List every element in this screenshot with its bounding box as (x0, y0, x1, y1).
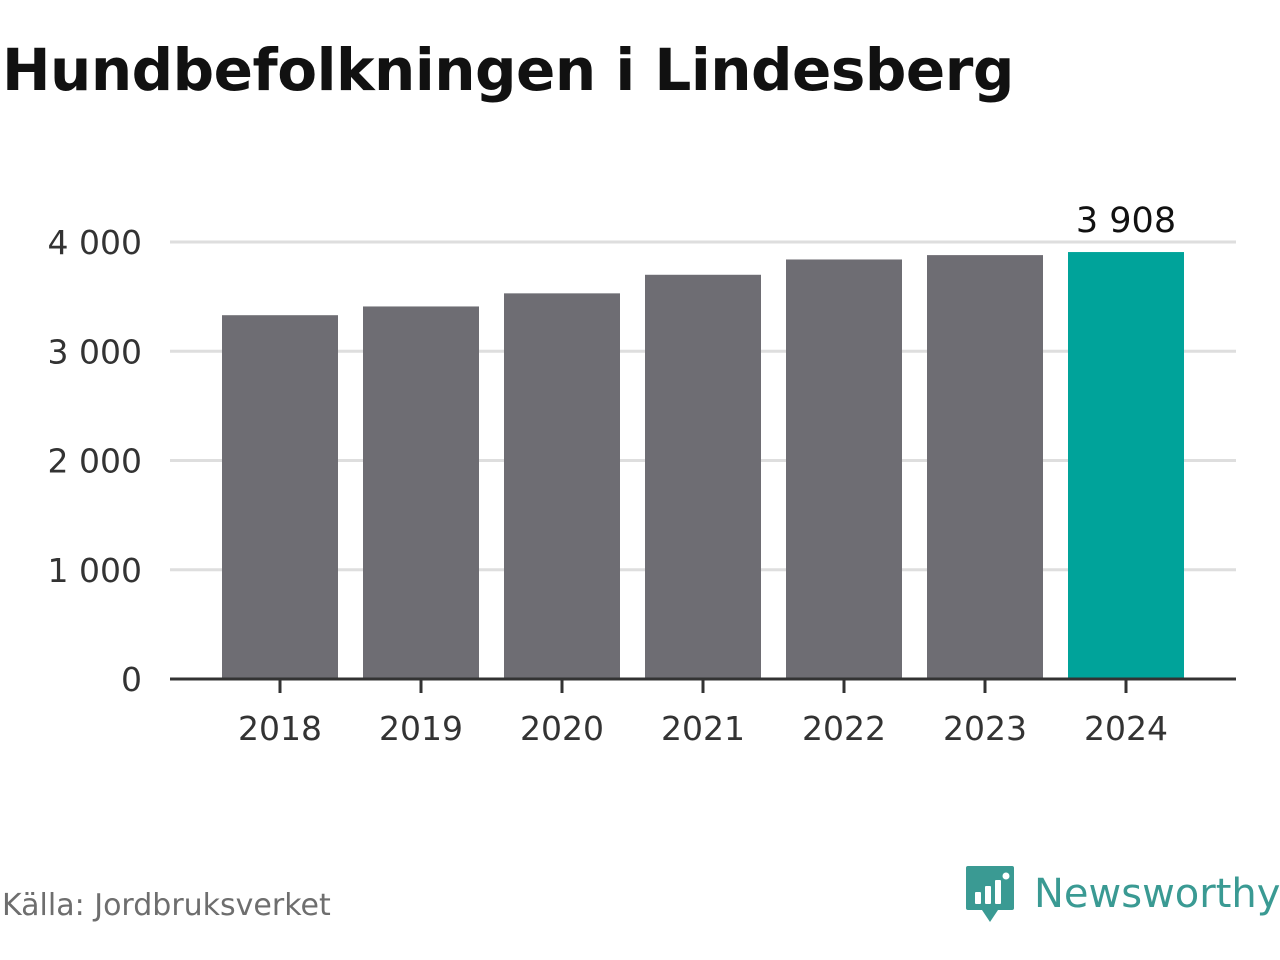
bar-2024 (1068, 252, 1184, 679)
y-tick-label: 3 000 (48, 332, 142, 371)
bar-2018 (222, 315, 338, 679)
source-note: Källa: Jordbruksverket (2, 888, 331, 923)
data-label: 3 908 (1076, 201, 1176, 241)
bar-chart: 0 1 000 2 000 3 000 4 000 2018 2019 2020 2021 202… (48, 201, 1236, 748)
x-tick-label: 2021 (661, 709, 745, 748)
newsworthy-logo-icon (966, 866, 1014, 922)
bar-2021 (645, 274, 761, 679)
x-tick-label: 2018 (238, 709, 322, 748)
x-tick-label: 2024 (1084, 709, 1168, 748)
x-tick-label: 2019 (379, 709, 463, 748)
y-tick-label: 0 (121, 660, 142, 699)
x-tick-label: 2023 (943, 709, 1027, 748)
brand-logo: Newsworthy (964, 864, 1280, 924)
bar-2023 (927, 255, 1043, 680)
x-tick-label: 2020 (520, 709, 604, 748)
y-tick-label: 1 000 (48, 551, 142, 590)
brand-name: Newsworthy (1034, 871, 1280, 917)
chart-title: Hundbefolkningen i Lindesberg (2, 36, 1014, 104)
bar-2020 (504, 293, 620, 679)
y-tick-label: 2 000 (48, 442, 142, 481)
y-tick-label: 4 000 (48, 223, 142, 262)
bar-2022 (786, 259, 902, 679)
bar-2019 (363, 306, 479, 679)
x-tick-label: 2022 (802, 709, 886, 748)
